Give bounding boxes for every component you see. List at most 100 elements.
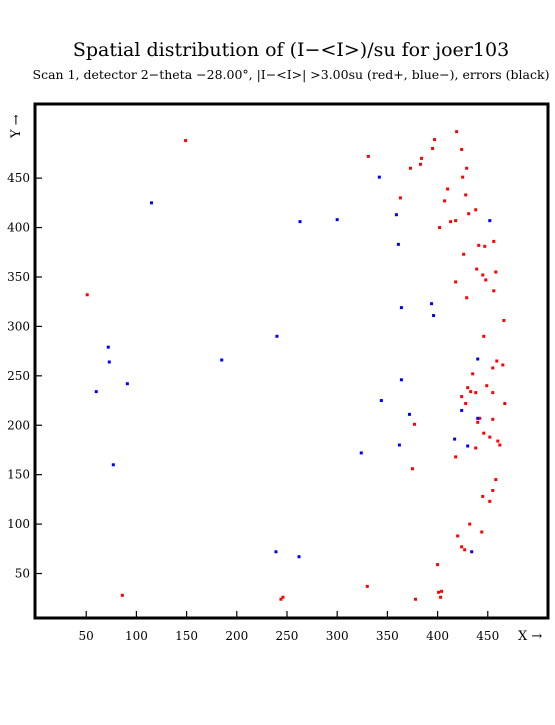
positive-point xyxy=(365,584,369,588)
negative-point xyxy=(335,218,339,222)
positive-point xyxy=(474,208,478,212)
positive-point xyxy=(460,395,464,399)
x-axis-label: X → xyxy=(518,629,542,644)
negative-point xyxy=(111,463,115,467)
positive-point xyxy=(491,417,495,421)
y-tick-label: 250 xyxy=(7,369,30,383)
positive-point xyxy=(436,563,440,567)
negative-point xyxy=(470,550,474,554)
positive-point xyxy=(443,199,447,203)
x-axis-ticks: 50 100 150 200 250 300 350 400 450 xyxy=(79,611,499,643)
positive-point xyxy=(120,593,124,597)
positive-point xyxy=(488,435,492,439)
negative-point xyxy=(125,382,129,386)
x-tick-label: 250 xyxy=(276,629,299,643)
negative-point xyxy=(460,408,464,412)
positive-point xyxy=(431,146,435,150)
y-tick-label: 350 xyxy=(7,270,30,284)
x-tick-label: 350 xyxy=(376,629,399,643)
y-tick-label: 200 xyxy=(7,418,30,432)
x-tick-label: 450 xyxy=(476,629,499,643)
positive-point xyxy=(477,243,481,247)
positive-point xyxy=(408,166,412,170)
negative-point xyxy=(106,345,110,349)
positive-point xyxy=(503,402,507,406)
positive-point xyxy=(491,366,495,370)
y-tick-label: 150 xyxy=(7,468,30,482)
negative-point xyxy=(377,175,381,179)
y-tick-label: 400 xyxy=(7,221,30,235)
positive-point xyxy=(474,391,478,395)
y-tick-label: 300 xyxy=(7,319,30,333)
positive-point xyxy=(475,267,479,271)
negative-point xyxy=(397,443,401,447)
positive-point xyxy=(478,416,482,420)
positive-point xyxy=(468,522,472,526)
positive-point xyxy=(466,386,470,390)
negative-point xyxy=(466,444,470,448)
y-axis-label: Y → xyxy=(9,114,24,139)
positive-point xyxy=(184,139,188,143)
positive-point xyxy=(467,212,471,216)
positive-point xyxy=(446,187,450,191)
positive-point xyxy=(419,162,423,166)
positive-point xyxy=(462,252,466,256)
positive-point xyxy=(438,226,442,230)
negative-point xyxy=(396,242,400,246)
positive-point xyxy=(460,147,464,151)
negative-point xyxy=(432,314,436,318)
positive-point xyxy=(480,530,484,534)
positive-point xyxy=(410,467,414,471)
positive-point xyxy=(449,220,453,224)
positive-point xyxy=(485,384,489,388)
positive-point xyxy=(494,270,498,274)
x-tick-label: 150 xyxy=(175,629,198,643)
negative-point xyxy=(399,378,403,382)
negative-point xyxy=(298,220,302,224)
positive-point xyxy=(455,130,459,134)
negative-point xyxy=(297,555,301,559)
x-tick-label: 200 xyxy=(225,629,248,643)
negative-point xyxy=(94,390,98,394)
positive-point xyxy=(483,244,487,248)
negative-point xyxy=(453,437,457,441)
positive-point xyxy=(398,196,402,200)
positive-point xyxy=(502,318,506,322)
negative-point xyxy=(107,360,111,364)
positive-point xyxy=(413,597,417,601)
positive-point xyxy=(484,278,488,282)
positive-point xyxy=(482,334,486,338)
positive-point xyxy=(366,154,370,158)
positive-point xyxy=(440,589,444,593)
y-tick-label: 450 xyxy=(7,171,30,185)
chart-title: Spatial distribution of (I−<I>)/su for j… xyxy=(73,39,509,61)
negative-point xyxy=(399,306,403,310)
positive-point xyxy=(465,166,469,170)
positive-point xyxy=(437,590,441,594)
y-tick-label: 50 xyxy=(15,567,30,581)
positive-point xyxy=(496,439,500,443)
positive-point xyxy=(464,193,468,197)
y-axis-ticks: 50 100 150 200 250 300 350 400 450 xyxy=(7,171,42,581)
positive-point xyxy=(439,595,443,599)
chart-subtitle: Scan 1, detector 2−theta −28.00°, |I−<I>… xyxy=(33,67,550,82)
positive-point xyxy=(463,548,467,552)
positive-point xyxy=(495,359,499,363)
positive-point xyxy=(492,289,496,293)
positive-point xyxy=(454,455,458,459)
negative-point xyxy=(149,201,153,205)
positive-point xyxy=(464,402,468,406)
negative-point xyxy=(407,412,411,416)
positive-point xyxy=(481,494,485,498)
positive-point xyxy=(461,175,465,179)
positive-point xyxy=(456,534,460,538)
negative-point xyxy=(488,219,492,223)
y-tick-label: 100 xyxy=(7,517,30,531)
plot-frame xyxy=(33,102,550,620)
negative-point xyxy=(476,416,480,420)
positive-point xyxy=(420,156,424,160)
negative-point xyxy=(274,550,278,554)
positive-point xyxy=(498,443,502,447)
negative-point xyxy=(476,357,480,361)
x-tick-label: 400 xyxy=(426,629,449,643)
